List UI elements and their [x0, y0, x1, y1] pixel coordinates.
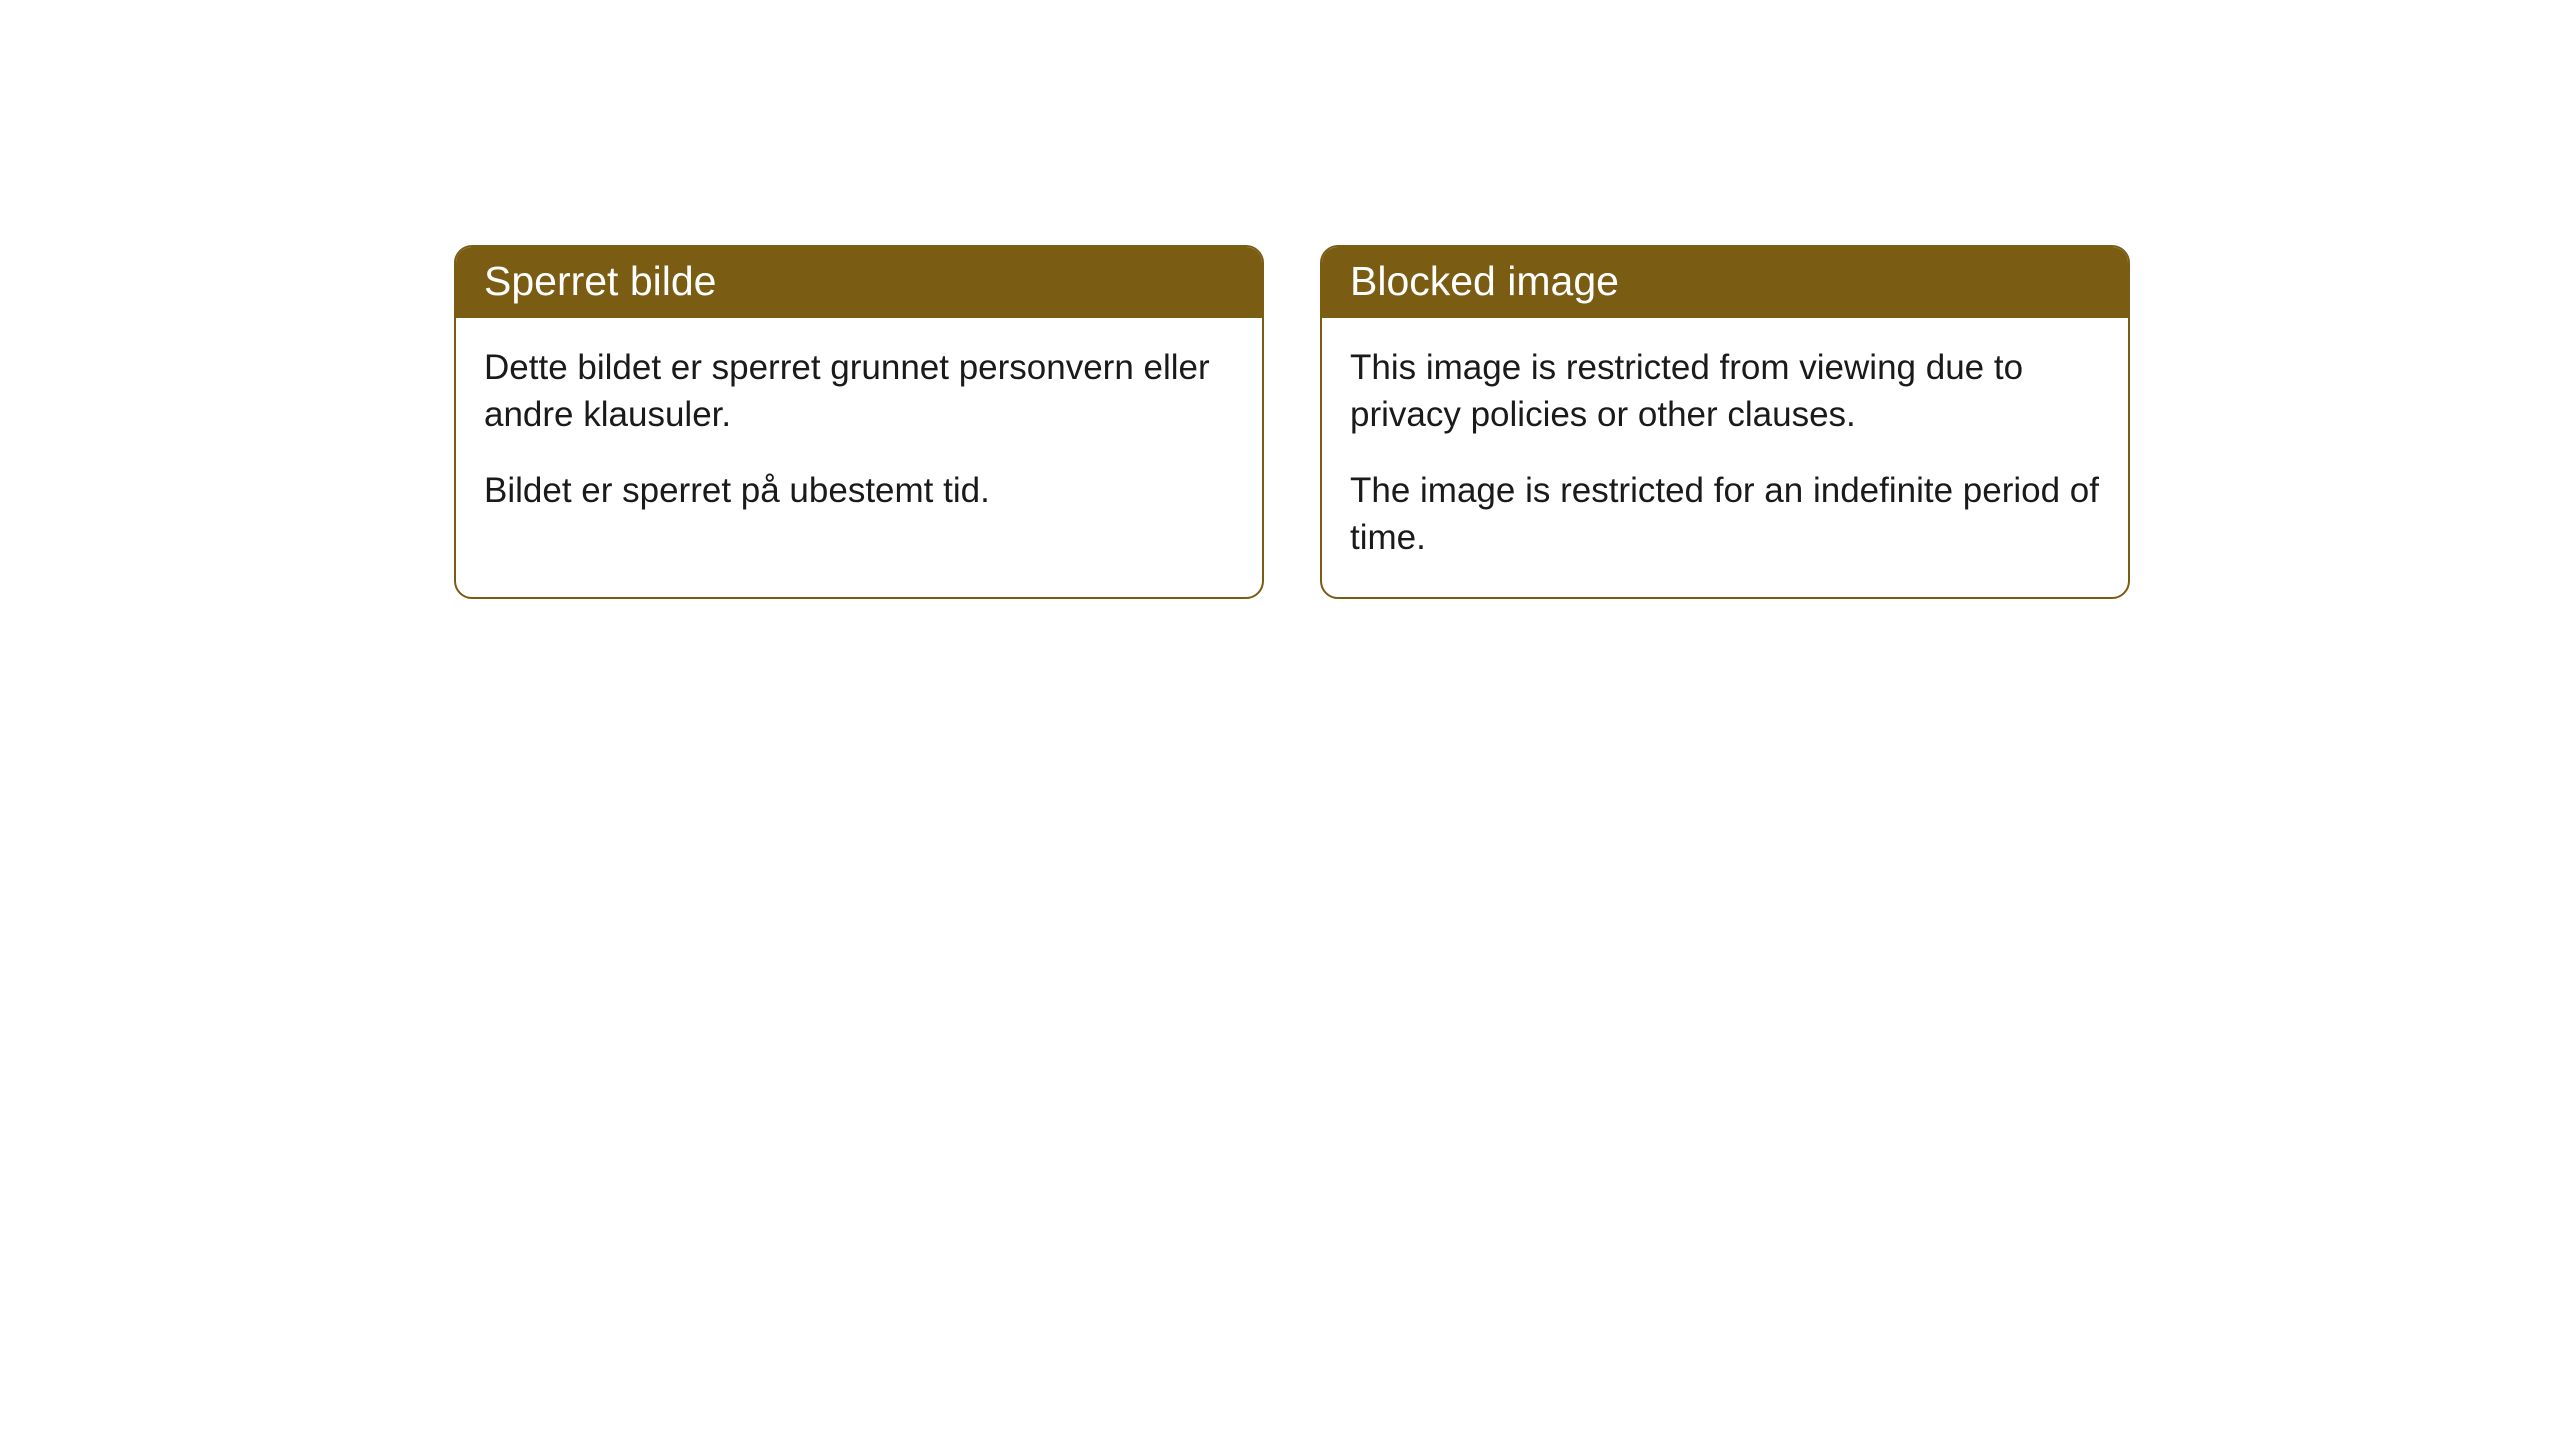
card-paragraph-1: Dette bildet er sperret grunnet personve…: [484, 344, 1234, 439]
blocked-image-card-english: Blocked image This image is restricted f…: [1320, 245, 2130, 599]
card-body: This image is restricted from viewing du…: [1322, 318, 2128, 597]
card-title: Blocked image: [1350, 258, 1619, 304]
card-header: Blocked image: [1322, 247, 2128, 318]
blocked-image-card-norwegian: Sperret bilde Dette bildet er sperret gr…: [454, 245, 1264, 599]
card-title: Sperret bilde: [484, 258, 716, 304]
card-paragraph-1: This image is restricted from viewing du…: [1350, 344, 2100, 439]
card-paragraph-2: Bildet er sperret på ubestemt tid.: [484, 467, 1234, 514]
card-paragraph-2: The image is restricted for an indefinit…: [1350, 467, 2100, 562]
notice-cards-container: Sperret bilde Dette bildet er sperret gr…: [454, 245, 2560, 599]
card-header: Sperret bilde: [456, 247, 1262, 318]
card-body: Dette bildet er sperret grunnet personve…: [456, 318, 1262, 550]
